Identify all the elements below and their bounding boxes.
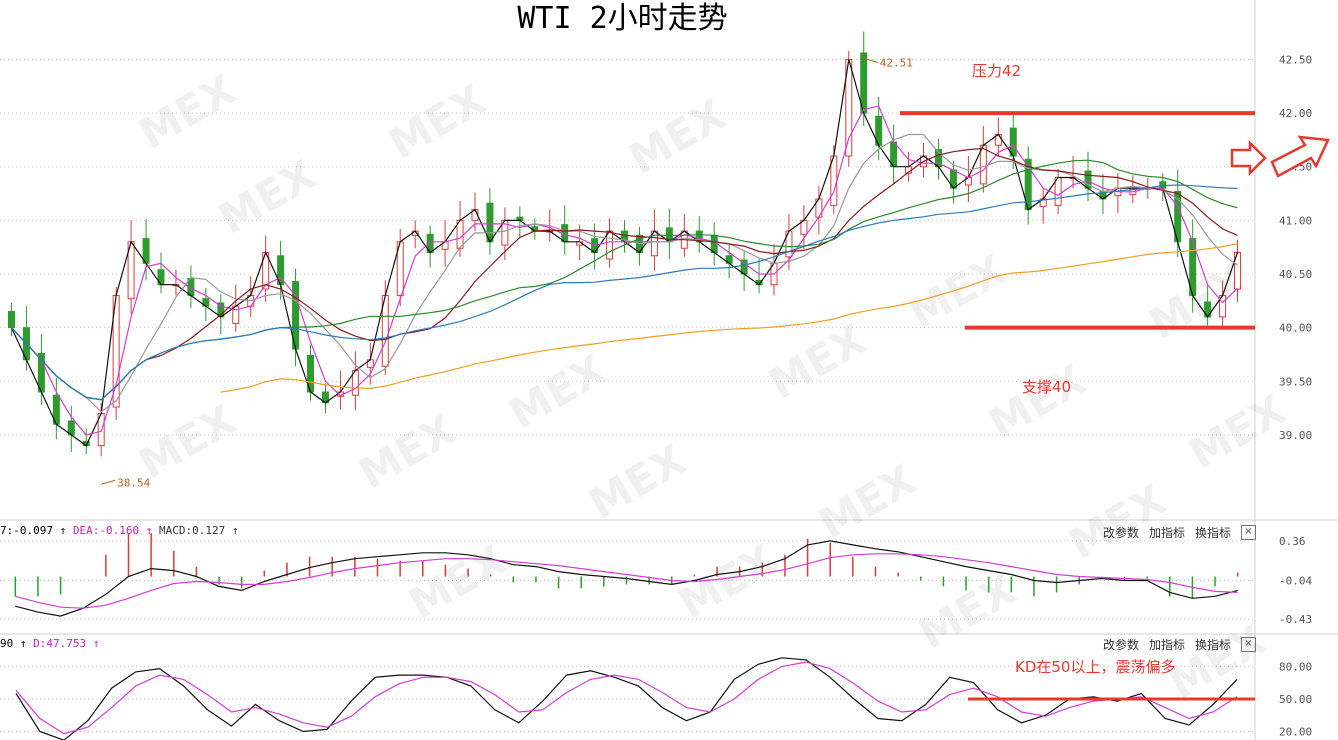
kd-y-tick-label: 20.00: [1279, 725, 1312, 738]
candle-body: [1009, 127, 1017, 157]
main-y-tick-label: 42.50: [1279, 53, 1312, 66]
watermark-logo: MEX: [211, 150, 325, 244]
watermark-logo: MEX: [131, 65, 245, 159]
main-y-tick-label: 39.50: [1279, 375, 1312, 388]
watermark-logo: MEX: [911, 565, 1025, 659]
ma-line-blue: [11, 184, 1238, 401]
watermark-logo: MEX: [811, 455, 925, 549]
kd-modify-params-button[interactable]: 改参数: [1102, 638, 1139, 652]
kd-d-value: D:47.753 ↑: [33, 637, 100, 650]
ma-line-magenta: [11, 105, 1238, 436]
macd-y-tick-label: -0.04: [1279, 574, 1312, 587]
candle-body: [456, 219, 464, 249]
kd-annotation: KD在50以上，震荡偏多: [1015, 658, 1176, 676]
candle-body: [7, 311, 15, 329]
candle-body: [606, 230, 614, 260]
macd-switch-indicator-button[interactable]: 换指标: [1194, 526, 1231, 540]
macd-value: MACD:0.127 ↑: [158, 524, 239, 537]
watermark-logo: MEX: [1061, 475, 1175, 569]
kd-k-line: [15, 657, 1238, 740]
main-y-tick-label: 40.50: [1279, 268, 1312, 281]
watermark-logo: MEX: [401, 535, 515, 629]
low-label-pointer: [101, 479, 116, 485]
ma-line-orange: [220, 243, 1238, 393]
main-y-tick-label: 39.00: [1279, 429, 1312, 442]
macd-panel-controls: 改参数 加指标 换指标 ×: [1103, 524, 1256, 541]
macd-add-indicator-button[interactable]: 加指标: [1148, 526, 1185, 540]
main-y-tick-label: 42.00: [1279, 107, 1312, 120]
watermark-logo: MEX: [351, 405, 465, 499]
macd-dea-value: DEA:-0.160 ↑: [72, 524, 153, 537]
macd-close-icon[interactable]: ×: [1241, 525, 1256, 540]
kd-add-indicator-button[interactable]: 加指标: [1148, 638, 1185, 652]
up-right-arrow-icon: [1270, 135, 1330, 178]
watermark-logo: MEX: [761, 315, 875, 409]
high-value-label: 42.51: [880, 56, 913, 69]
kd-d-line: [15, 661, 1238, 735]
kd-panel-controls: 改参数 加指标 换指标 ×: [1103, 636, 1256, 653]
watermark-logo: MEX: [131, 395, 245, 489]
macd-y-tick-label: 0.36: [1279, 535, 1306, 548]
macd-dea-line: [15, 553, 1238, 609]
macd-dif-value: 7:-0.097 ↑: [0, 524, 67, 537]
kd-close-icon[interactable]: ×: [1241, 637, 1256, 652]
kd-k-value: 90 ↑: [0, 637, 27, 650]
resistance-annotation: 压力42: [972, 62, 1022, 80]
watermark-logo: MEX: [901, 245, 1015, 339]
macd-modify-params-button[interactable]: 改参数: [1102, 526, 1139, 540]
macd-dif-line: [15, 540, 1238, 617]
ma-line-darkred: [11, 147, 1238, 401]
watermark-logo: MEX: [621, 90, 735, 184]
kd-switch-indicator-button[interactable]: 换指标: [1194, 638, 1231, 652]
page-title: WTI 2小时走势: [517, 1, 728, 36]
main-y-tick-label: 41.00: [1279, 214, 1312, 227]
low-value-label: 38.54: [117, 476, 150, 489]
candle-body: [1054, 176, 1062, 206]
support-annotation: 支撑40: [1022, 378, 1072, 396]
macd-y-tick-label: -0.43: [1279, 613, 1312, 626]
right-arrow-icon: [1230, 139, 1267, 177]
main-y-tick-label: 40.00: [1279, 322, 1312, 335]
candle-body: [1159, 181, 1167, 189]
watermark-logo: MEX: [981, 355, 1095, 449]
high-label-pointer: [863, 57, 878, 63]
watermark-logo: MEX: [1161, 615, 1275, 709]
kd-y-tick-label: 50.00: [1279, 693, 1312, 706]
watermark-logo: MEX: [501, 345, 615, 439]
watermark-logo: MEX: [381, 75, 495, 169]
kd-header: 90 ↑ D:47.753 ↑: [0, 637, 99, 650]
kd-y-tick-label: 80.00: [1279, 660, 1312, 673]
watermark-logo: MEX: [581, 435, 695, 529]
watermark-logo: MEX: [1181, 385, 1295, 479]
macd-header: 7:-0.097 ↑ DEA:-0.160 ↑ MACD:0.127 ↑: [0, 524, 238, 537]
